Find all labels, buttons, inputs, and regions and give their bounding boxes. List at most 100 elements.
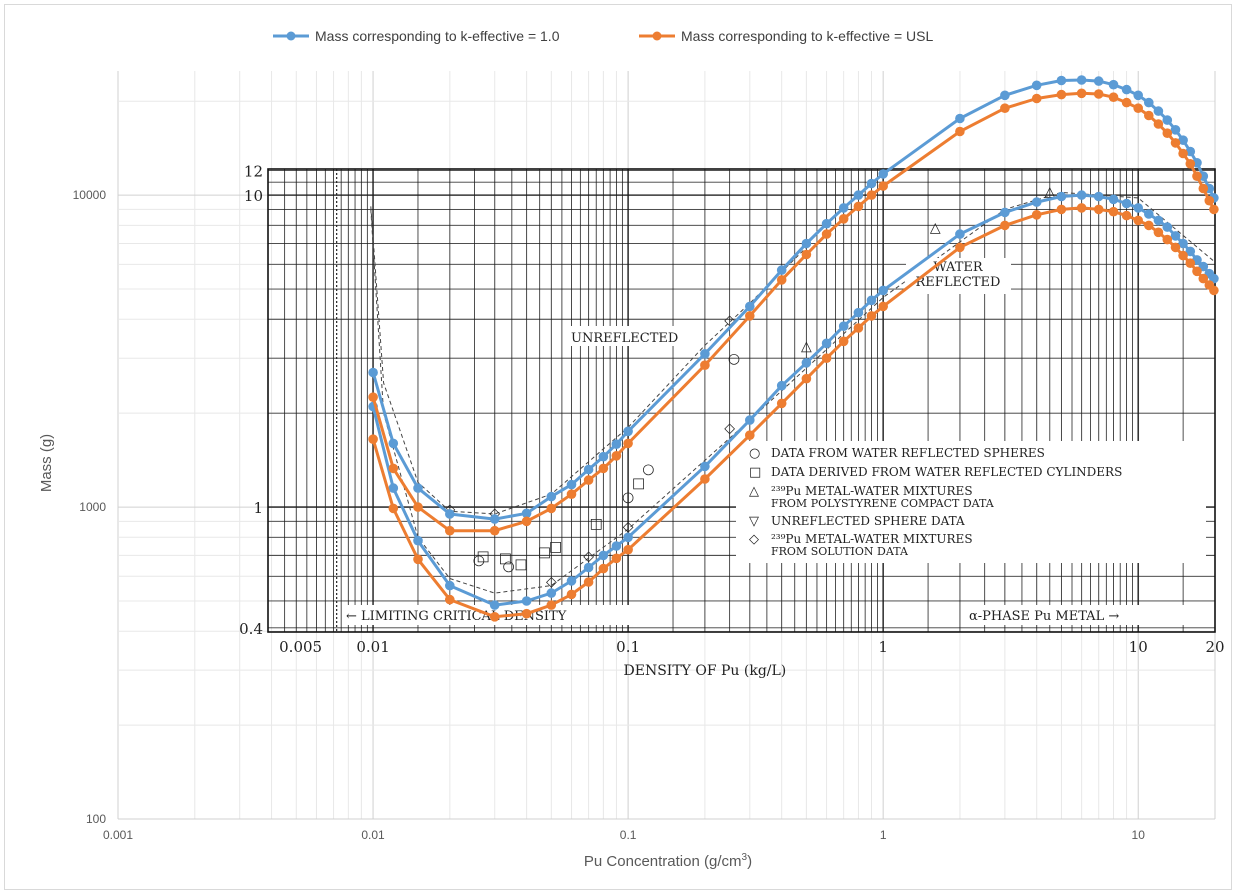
series-1-upper-point — [445, 525, 455, 536]
scan-legend-symbol: ○ — [749, 446, 760, 461]
series-1-lower-point — [1153, 227, 1164, 238]
series-0-lower-point — [1153, 215, 1164, 226]
legend: Mass corresponding to k-effective = 1.0 … — [273, 28, 933, 44]
series-1-upper-point — [388, 463, 399, 474]
series-1-upper-point — [776, 275, 787, 285]
series-1-upper-point — [955, 126, 965, 137]
series-1-lower-point — [1031, 210, 1042, 220]
series-0-upper-point — [1093, 76, 1104, 86]
series-1-upper-point — [623, 438, 633, 449]
series-1-lower-point — [838, 336, 849, 347]
series-0-lower-point — [521, 596, 532, 606]
scan-xtick: 20 — [1205, 638, 1224, 656]
series-1-lower-point — [566, 589, 577, 600]
series-1-lower-point — [546, 600, 557, 610]
scan-ytick: 1 — [253, 499, 263, 517]
scan-xtick: 1 — [878, 638, 888, 656]
series-1-lower-point — [611, 553, 622, 564]
scan-legend-symbol: △ — [749, 484, 759, 499]
scan-xlabel: DENSITY OF Pu (kg/L) — [624, 663, 787, 679]
series-0-lower-point — [546, 588, 557, 598]
series-0-lower-point — [955, 229, 965, 239]
series-1-upper-point — [1031, 93, 1042, 104]
series-1-upper-point — [368, 392, 378, 403]
series-1-upper-point — [1185, 159, 1196, 169]
series-1-upper-point — [1192, 171, 1202, 181]
scan-legend-text: FROM SOLUTION DATA — [771, 545, 909, 558]
scan-data-symbol: ○ — [503, 558, 515, 574]
scan-xtick: 0.01 — [356, 638, 389, 656]
series-1-upper-point — [1144, 110, 1154, 121]
scan-legend-text: FROM POLYSTYRENE COMPACT DATA — [771, 497, 995, 510]
series-1-lower-line — [371, 206, 1216, 619]
axes: 0.001 0.01 0.1 1 10 100 1000 10000 — [73, 188, 1146, 842]
series-0-upper-point — [546, 491, 557, 502]
series-0-upper-point — [1108, 79, 1119, 90]
scan-legend-text: DATA DERIVED FROM WATER REFLECTED CYLIND… — [771, 465, 1122, 479]
series-1-upper-point — [1121, 97, 1132, 108]
series-0-upper-point — [853, 190, 864, 200]
series-1-upper-point — [1076, 88, 1087, 99]
series-0-lower-point — [623, 532, 633, 543]
series-1-upper-point — [1000, 103, 1010, 113]
series-1-lower-point — [489, 612, 500, 622]
series-1-lower-point — [801, 373, 812, 384]
scan-data-symbol: ◇ — [724, 420, 735, 436]
series-1-lower-point — [853, 323, 864, 333]
series-0-upper-point — [1162, 115, 1173, 125]
series-1-lower-point — [878, 301, 888, 312]
series-0-upper-point — [955, 113, 965, 124]
scan-legend-bg — [736, 441, 1206, 563]
series-1-upper-point — [1209, 204, 1219, 215]
chart-frame: 12 10 1 0.4 0.005 0.01 0.1 1 10 20 DENSITY OF Pu (… — [4, 4, 1232, 890]
scan-data-symbol: △ — [801, 338, 812, 354]
scan-ytick: 10 — [244, 187, 263, 205]
scan-data-symbol: ○ — [642, 461, 654, 477]
scan-label-bg — [966, 605, 1211, 625]
y-tick-label: 100 — [86, 812, 106, 826]
series-0-lower-point — [413, 535, 423, 546]
x-tick-label: 0.001 — [103, 828, 133, 842]
scan-legend-text: DATA FROM WATER REFLECTED SPHERES — [771, 446, 1045, 460]
series-1-lower-point — [1198, 273, 1209, 284]
series-1-lower-point — [388, 503, 399, 514]
scan-label-limiting: ← LIMITING CRITICAL DENSITY — [346, 609, 567, 624]
scan-ytick: 12 — [244, 162, 263, 180]
series-0-lower-point — [1108, 194, 1119, 205]
series-0-upper-point — [838, 203, 849, 213]
series-0-upper-point — [388, 438, 399, 449]
series-0-lower-point — [1093, 191, 1104, 202]
series-0-upper-point — [866, 178, 877, 189]
series-1-lower-point — [623, 544, 633, 555]
series-0-lower-point — [388, 483, 399, 493]
series-0-lower-point — [700, 461, 710, 472]
series-1-upper-point — [489, 525, 500, 536]
series-1-upper-point — [1133, 103, 1143, 113]
series-1-lower-point — [1093, 204, 1104, 215]
series-0-upper-point — [1178, 135, 1188, 145]
series-0-upper-point — [368, 367, 378, 378]
y-tick-label: 1000 — [79, 500, 106, 514]
series-0-upper-point — [611, 439, 622, 450]
series-1-upper-point — [1198, 183, 1209, 194]
series-0-upper-point — [566, 479, 577, 490]
series-0-lower-point — [878, 285, 888, 296]
legend-entry-usl[interactable]: Mass corresponding to k-effective = USL — [639, 28, 933, 44]
legend-entry-k1[interactable]: Mass corresponding to k-effective = 1.0 — [273, 28, 560, 44]
scan-data-symbol: □ — [499, 550, 512, 566]
series-1-lower-point — [776, 398, 787, 409]
scan-label-reflected: REFLECTED — [916, 275, 1001, 290]
series-0-lower-line — [371, 193, 1215, 607]
series-1-lower-point — [1076, 203, 1087, 213]
background-figure: 12 10 1 0.4 0.005 0.01 0.1 1 10 20 DENSITY OF Pu (… — [239, 162, 1224, 679]
series-0-lower-point — [1170, 231, 1181, 241]
scan-legend-text: ²³⁹Pu METAL-WATER MIXTURES — [771, 484, 973, 498]
scan-data-symbol: □ — [590, 516, 603, 532]
series-1-upper-point — [745, 311, 755, 321]
series-0-upper-point — [1031, 80, 1042, 91]
series-0-upper-point — [878, 169, 888, 179]
series-0-upper-point — [489, 514, 500, 524]
series-0-upper-point — [1170, 125, 1181, 135]
series-0-upper-point — [821, 218, 832, 229]
series-1-lower-point — [955, 242, 965, 253]
